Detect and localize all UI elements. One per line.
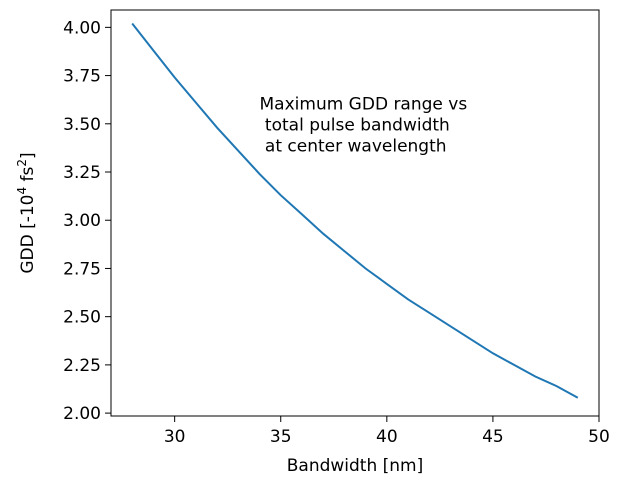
x-axis-ticks: 30 35 40 45 50 <box>164 416 610 447</box>
y-axis-label: GDD [-104 fs2] <box>15 152 38 273</box>
y-axis-label-prefix: GDD [-10 <box>18 195 38 274</box>
y-tick-label: 2.75 <box>63 259 101 279</box>
annotation-line: Maximum GDD range vs <box>260 95 468 115</box>
y-tick-label: 3.25 <box>63 163 101 183</box>
y-axis-ticks: 2.00 2.25 2.50 2.75 3.00 3.25 3.50 3.75 4.00 <box>63 18 111 424</box>
x-tick-label: 45 <box>482 427 504 447</box>
y-tick-label: 2.00 <box>63 404 101 424</box>
plot-area <box>111 10 599 416</box>
x-tick-label: 35 <box>270 427 292 447</box>
y-tick-label: 4.00 <box>63 18 101 38</box>
y-tick-label: 2.50 <box>63 308 101 328</box>
annotation-line: at center wavelength <box>260 137 447 157</box>
chart-annotation: Maximum GDD range vs total pulse bandwid… <box>260 95 468 157</box>
x-tick-label: 50 <box>588 427 610 447</box>
y-axis-label-close: ] <box>18 152 38 159</box>
x-axis-label: Bandwidth [nm] <box>287 456 424 476</box>
y-tick-label: 3.50 <box>63 115 101 135</box>
x-tick-label: 30 <box>164 427 186 447</box>
y-tick-label: 2.25 <box>63 356 101 376</box>
y-axis-label-exponent: 4 <box>15 187 29 195</box>
y-tick-label: 3.00 <box>63 211 101 231</box>
y-axis-label-unit: fs <box>18 166 38 186</box>
annotation-line: total pulse bandwidth <box>260 116 450 136</box>
x-tick-label: 40 <box>376 427 398 447</box>
y-axis-label-unit-exponent: 2 <box>15 159 29 167</box>
y-tick-label: 3.75 <box>63 67 101 87</box>
